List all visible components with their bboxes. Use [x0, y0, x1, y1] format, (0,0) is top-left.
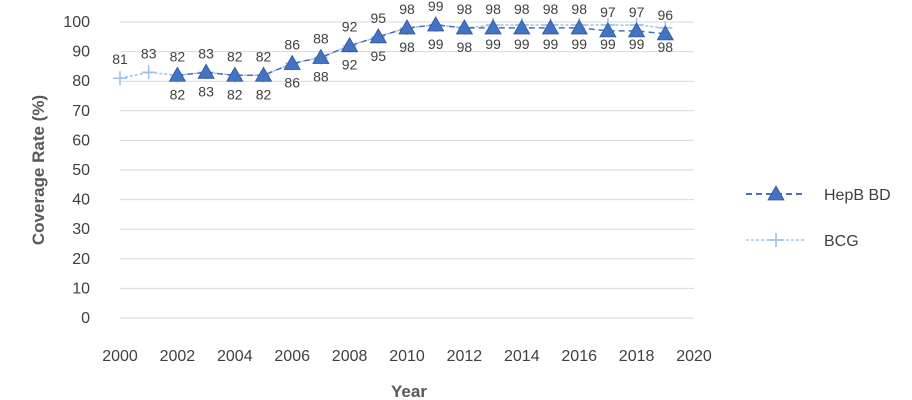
y-tick-label: 0 — [81, 310, 90, 327]
bcg-data-label: 99 — [629, 36, 645, 52]
hepb-bd-point — [226, 66, 244, 82]
bcg-data-label: 99 — [485, 36, 501, 52]
series-lines — [113, 16, 674, 86]
x-tick-label: 2008 — [332, 348, 368, 365]
x-tick-label: 2012 — [447, 348, 483, 365]
x-tick-label: 2004 — [217, 348, 253, 365]
bcg-data-label: 82 — [256, 86, 272, 102]
gridlines — [120, 21, 694, 319]
hepb-bd-point — [283, 54, 301, 70]
y-tick-label: 30 — [72, 221, 90, 238]
hepb-bd-data-label: 97 — [629, 4, 645, 20]
hepb-bd-data-label: 86 — [284, 36, 300, 52]
hepb-bd-data-label: 92 — [342, 19, 358, 35]
legend-hepb-bd-marker — [767, 185, 785, 201]
x-tick-label: 2014 — [504, 348, 540, 365]
legend-hepb-bd-label: HepB BD — [824, 187, 891, 204]
hepb-bd-data-label: 95 — [371, 10, 387, 26]
y-tick-label: 60 — [72, 132, 90, 149]
hepb-bd-point — [656, 25, 674, 41]
hepb-bd-point — [427, 16, 445, 32]
hepb-bd-point — [398, 19, 416, 35]
bcg-data-label: 81 — [112, 51, 128, 67]
x-axis-title: Year — [391, 382, 427, 400]
hepb-bd-point — [455, 19, 474, 35]
y-tick-label: 70 — [72, 103, 90, 120]
bcg-data-label: 99 — [600, 36, 616, 52]
x-tick-label: 2000 — [102, 348, 138, 365]
series-line-hepb-bd — [177, 24, 666, 77]
hepb-bd-data-label: 99 — [428, 0, 444, 14]
x-tick-label: 2020 — [676, 348, 712, 365]
bcg-data-label: 99 — [571, 36, 587, 52]
bcg-data-label: 83 — [141, 45, 157, 61]
hepb-bd-point — [340, 36, 359, 53]
hepb-bd-point — [570, 19, 588, 35]
y-tick-label: 20 — [72, 251, 90, 268]
legend-bcg-marker — [769, 233, 783, 247]
x-axis-ticks: 2000 2002 2004 2006 2008 2010 2012 2014 2016 2018… — [102, 348, 712, 365]
hepb-bd-point — [369, 27, 387, 44]
hepb-bd-point — [197, 63, 215, 79]
data-labels: 82 83 82 82 86 88 92 95 98 99 98 98 98 98 98 97 97 96 81 83… — [112, 0, 673, 102]
bcg-point — [141, 65, 156, 80]
bcg-data-label: 98 — [399, 39, 415, 55]
hepb-bd-data-label: 83 — [198, 45, 214, 61]
hepb-bd-data-label: 82 — [256, 48, 272, 64]
bcg-data-label: 83 — [198, 83, 214, 99]
x-tick-label: 2006 — [274, 348, 310, 365]
hepb-bd-data-label: 97 — [600, 4, 616, 20]
x-tick-label: 2002 — [160, 348, 196, 365]
y-tick-label: 10 — [72, 280, 90, 297]
hepb-bd-point — [484, 19, 502, 35]
bcg-data-label: 95 — [371, 48, 387, 64]
y-axis-title: Coverage Rate (%) — [29, 95, 48, 245]
hepb-bd-point — [168, 66, 187, 82]
hepb-bd-point — [513, 19, 531, 35]
bcg-point — [113, 71, 127, 86]
bcg-data-label: 99 — [514, 36, 530, 52]
hepb-bd-data-label: 98 — [543, 1, 559, 17]
bcg-data-label: 98 — [457, 39, 473, 55]
bcg-data-label: 98 — [658, 39, 674, 55]
hepb-bd-data-label: 98 — [485, 1, 501, 17]
y-tick-label: 90 — [72, 44, 90, 61]
hepb-bd-data-label: 82 — [227, 48, 243, 64]
hepb-bd-point — [312, 48, 330, 64]
x-tick-label: 2010 — [389, 348, 425, 365]
bcg-data-label: 82 — [227, 86, 243, 102]
bcg-data-label: 99 — [543, 36, 559, 52]
hepb-bd-point — [599, 22, 617, 38]
legend: HepB BD BCG — [746, 185, 891, 250]
y-tick-label: 80 — [72, 73, 90, 90]
hepb-bd-data-label: 98 — [399, 1, 415, 17]
hepb-bd-point — [627, 22, 646, 38]
y-tick-label: 50 — [72, 162, 90, 179]
hepb-bd-point — [254, 66, 273, 82]
hepb-bd-data-label: 98 — [457, 1, 473, 17]
bcg-data-label: 82 — [170, 86, 186, 102]
bcg-data-label: 99 — [428, 36, 444, 52]
bcg-data-label: 86 — [284, 74, 300, 90]
hepb-bd-data-label: 88 — [313, 31, 329, 47]
y-axis-ticks: 0 10 20 30 40 50 60 70 80 90 100 — [63, 14, 90, 327]
bcg-data-label: 92 — [342, 57, 358, 73]
y-tick-label: 100 — [63, 14, 90, 31]
hepb-bd-data-label: 82 — [170, 48, 186, 64]
x-tick-label: 2016 — [561, 348, 597, 365]
legend-bcg-label: BCG — [824, 233, 859, 250]
x-tick-label: 2018 — [619, 348, 655, 365]
y-tick-label: 40 — [72, 192, 90, 209]
hepb-bd-point — [541, 19, 560, 35]
bcg-data-label: 88 — [313, 69, 329, 85]
hepb-bd-data-label: 98 — [571, 1, 587, 17]
hepb-bd-data-label: 96 — [658, 7, 674, 23]
hepb-bd-data-label: 98 — [514, 1, 530, 17]
